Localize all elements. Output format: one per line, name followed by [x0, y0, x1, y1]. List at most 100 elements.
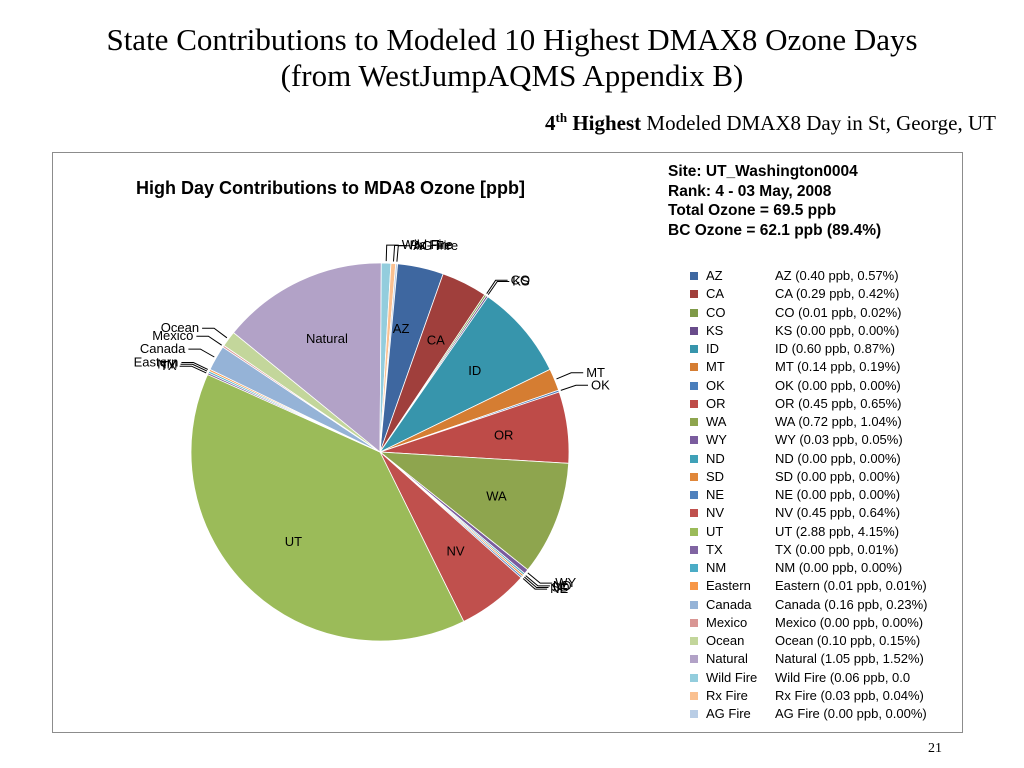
- legend-swatch: [690, 527, 698, 536]
- pie-slice-wa: [378, 451, 570, 571]
- pie-label-ks: KS: [512, 274, 530, 289]
- legend-name: Natural: [706, 651, 748, 667]
- legend-swatch: [690, 290, 698, 299]
- legend-name: Canada: [706, 596, 752, 612]
- pie-label-ne: NE: [550, 581, 568, 596]
- pie-label-ag-fire: AG Fire: [413, 238, 458, 253]
- pie-label-wild-fire: Wild Fire: [402, 237, 453, 252]
- legend-values: NM (0.00 ppb, 0.00%): [775, 560, 903, 575]
- legend-name: Ocean: [706, 633, 745, 648]
- subtitle-highest: Highest: [572, 111, 642, 135]
- legend-values: AG Fire (0.00 ppb, 0.00%): [775, 706, 927, 721]
- legend-name: Rx Fire: [706, 687, 748, 703]
- legend-swatch: [690, 418, 698, 426]
- slide-title-line-1: State Contributions to Modeled 10 Highes…: [106, 22, 918, 57]
- pie-leader-ag-fire: [396, 245, 411, 262]
- legend-name: CO: [706, 304, 726, 320]
- legend-name: OR: [706, 395, 726, 411]
- pie-label-eastern: Eastern: [134, 355, 179, 370]
- legend-values: CA (0.29 ppb, 0.42%): [775, 286, 900, 302]
- legend-values: KS (0.00 ppb, 0.00%): [775, 322, 900, 338]
- legend-values: WA (0.72 ppb, 1.04%): [775, 414, 902, 429]
- legend-swatch: [690, 399, 698, 408]
- pie-leader-lines: [179, 244, 588, 590]
- legend-name: UT: [706, 523, 724, 539]
- pie-label-wy: WY: [555, 575, 576, 590]
- pie-label-canada: Canada: [140, 341, 186, 356]
- legend-swatch: [690, 454, 698, 463]
- legend-swatch: [690, 491, 698, 499]
- legend-name: NM: [706, 560, 727, 575]
- chart-frame: [52, 152, 963, 733]
- slide-title: State Contributions to Modeled 10 Highes…: [0, 22, 1024, 94]
- pie-label-natural: Natural: [306, 331, 348, 346]
- legend-swatch: [690, 582, 698, 591]
- site-total-ozone: Total Ozone = 69.5 ppb: [668, 202, 837, 219]
- pie-slices: [190, 262, 570, 642]
- pie-leader-co: [486, 279, 508, 294]
- legend-values: WY (0.03 ppb, 0.05%): [775, 432, 903, 448]
- subtitle-ordinal: th: [555, 110, 568, 125]
- pie-slice-ag-fire: [379, 263, 399, 453]
- pie-leader-nd: [525, 575, 550, 587]
- legend-name: TX: [706, 541, 723, 557]
- pie-label-co: CO: [511, 272, 530, 287]
- legend-name: CA: [706, 286, 725, 302]
- pie-label-sd: SD: [552, 580, 570, 595]
- site-info: Site: UT_Washington0004 Rank: 4 - 03 May…: [668, 162, 881, 240]
- site-name: Site: UT_Washington0004: [668, 163, 858, 180]
- legend-swatch: [690, 655, 698, 664]
- legend-swatch: [690, 472, 698, 481]
- pie-slice-id: [378, 296, 551, 454]
- legend-swatch: [690, 545, 698, 554]
- legend-values: OR (0.45 ppb, 0.65%): [775, 395, 902, 411]
- pie-label-rx-fire: Rx Fire: [410, 238, 452, 253]
- legend-swatch: [690, 345, 698, 353]
- site-bc-ozone: BC Ozone = 62.1 ppb (89.4%): [668, 221, 882, 239]
- legend-values: Mexico (0.00 ppb, 0.00%): [775, 614, 924, 630]
- pie-slice-natural: [232, 262, 382, 453]
- pie-leader-nm: [180, 363, 208, 372]
- legend-name: MT: [706, 359, 725, 375]
- legend-swatch: [690, 673, 698, 682]
- legend-name: NE: [706, 487, 725, 502]
- legend-values: ID (0.60 ppb, 0.87%): [775, 341, 895, 356]
- pie-leader-ks: [487, 281, 510, 295]
- legend-values: NE (0.00 ppb, 0.00%): [775, 487, 901, 502]
- legend-values: Eastern (0.01 ppb, 0.01%): [775, 578, 927, 594]
- legend-values: Canada (0.16 ppb, 0.23%): [775, 596, 928, 612]
- legend-swatch: [690, 564, 698, 572]
- pie-label-ocean: Ocean: [161, 320, 199, 335]
- pie-label-ca: CA: [427, 332, 445, 347]
- legend-swatch: [690, 600, 698, 609]
- legend-values: AZ (0.40 ppb, 0.57%): [775, 268, 899, 283]
- pie-leader-mexico: [196, 335, 222, 346]
- legend-values: SD (0.00 ppb, 0.00%): [775, 468, 901, 484]
- pie-leader-canada: [188, 348, 215, 358]
- legend-values: Natural (1.05 ppb, 1.52%): [775, 651, 924, 667]
- chart-title: High Day Contributions to MDA8 Ozone [pp…: [136, 178, 525, 198]
- pie-label-tx: TX: [160, 358, 177, 373]
- pie-leader-wy: [527, 572, 553, 584]
- legend-swatch: [690, 363, 698, 372]
- pie-label-nm: NM: [157, 356, 177, 371]
- legend-swatch: [690, 308, 698, 317]
- legend-values: Wild Fire (0.06 ppb, 0.0: [775, 669, 911, 685]
- legend-swatch: [690, 436, 698, 445]
- subtitle-rank: 4: [545, 111, 556, 135]
- pie-label-ut: UT: [285, 534, 302, 549]
- pie-leader-tx: [179, 365, 207, 374]
- site-rank: Rank: 4 - 03 May, 2008: [668, 182, 832, 200]
- legend-name: Mexico: [706, 614, 748, 630]
- page-number: 21: [928, 741, 942, 756]
- legend-values: CO (0.01 ppb, 0.02%): [775, 304, 902, 320]
- slide-title-line-2: (from WestJumpAQMS Appendix B): [280, 58, 744, 93]
- legend-values: MT (0.14 ppb, 0.19%): [775, 359, 901, 375]
- legend-name: NV: [706, 505, 725, 521]
- legend-name: OK: [706, 377, 725, 393]
- pie-label-nv: NV: [446, 543, 464, 558]
- legend-swatch: [690, 272, 698, 280]
- legend-name: AZ: [706, 268, 723, 283]
